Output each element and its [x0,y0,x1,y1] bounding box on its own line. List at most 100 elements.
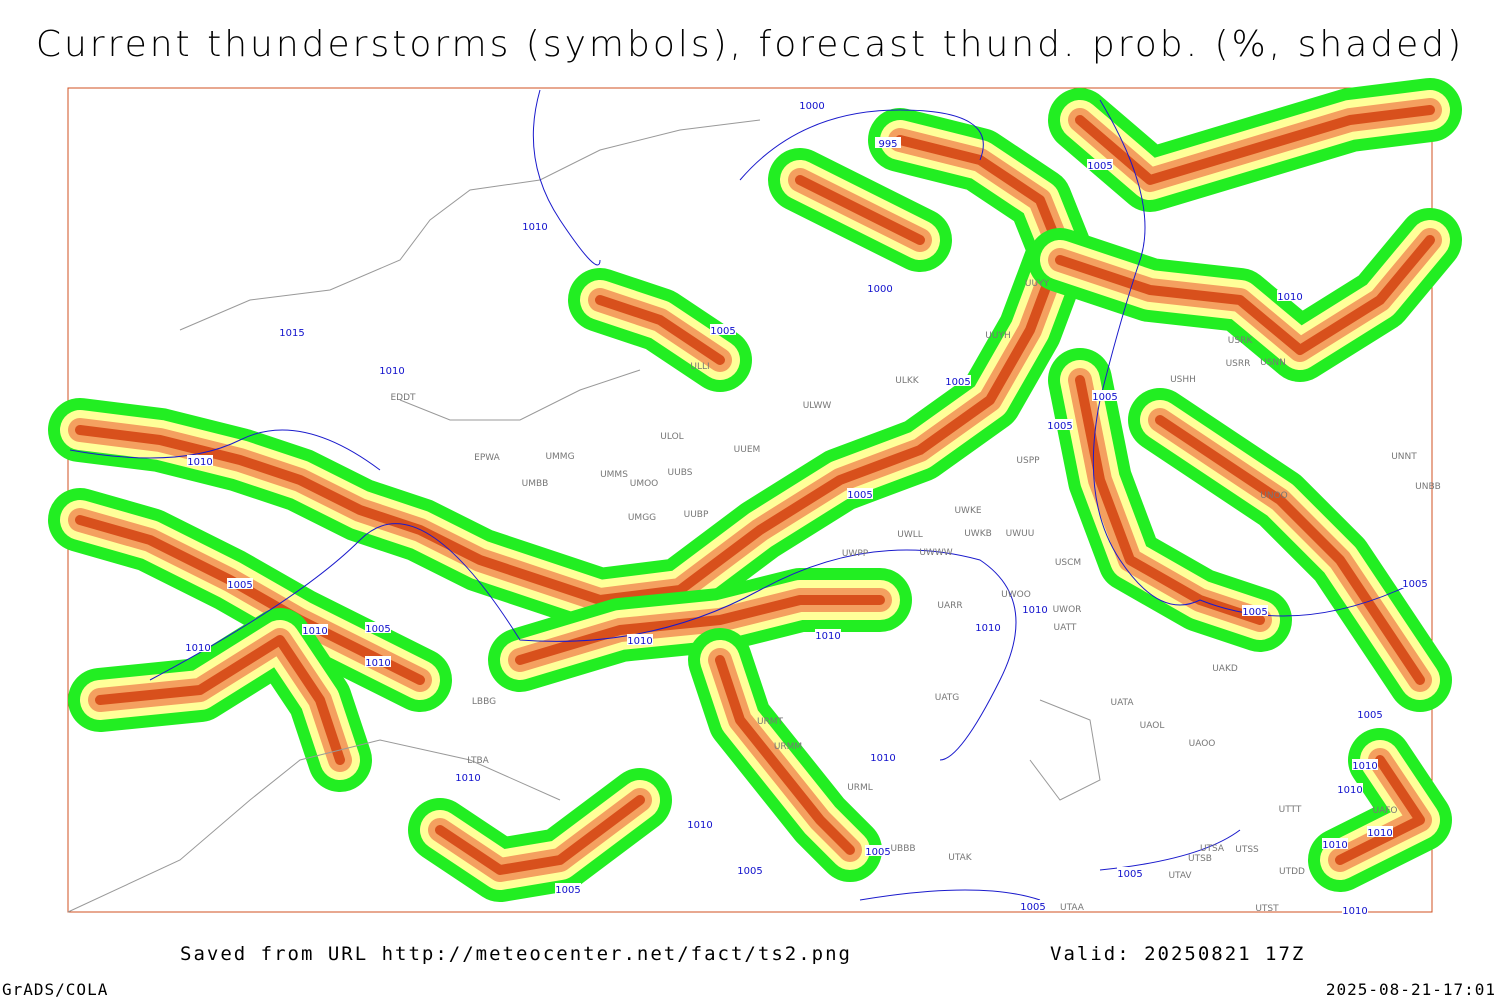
map-title: Current thunderstorms (symbols), forecas… [36,24,1464,65]
station-code: UTSS [1235,845,1259,855]
isobar-label-bg [1322,838,1348,849]
isobar-label-bg [875,137,901,148]
isobar-label-bg [865,845,891,856]
station-code: LBBG [472,697,496,707]
probability-band [1075,105,1435,185]
station-code: UTSA [1200,844,1225,854]
station-code: UMGG [628,513,656,523]
station-code: UWWW [919,548,952,558]
station-code: UTDD [1279,867,1305,877]
isobar-label-bg [1117,867,1143,878]
isobar-label-bg [1352,759,1378,770]
station-code: USCM [1055,558,1081,568]
station-code: UUBP [684,510,709,520]
isobar-label: 1005 [1357,710,1382,721]
probability-band [1055,235,1435,355]
station-code: ULOL [660,432,683,442]
isobar-label-bg [1367,826,1393,837]
station-code: UAFO [1372,806,1397,816]
station-code: UTST [1255,904,1279,914]
isobar-label-bg [455,771,481,782]
isobar-label: 1010 [185,643,210,654]
probability-band [595,295,725,365]
station-code: USNN [1260,358,1286,368]
isobar-label-bg [710,324,736,335]
isobar-label-bg [1087,159,1113,170]
isobar-label-bg [1047,419,1073,430]
isobar-label: 1005 [227,580,252,591]
isobar-label: 1010 [522,222,547,233]
isobar-label: 1005 [847,490,872,501]
isobar-label-bg [867,282,893,293]
station-code: UWLL [897,530,923,540]
isobar-label-bg [1277,290,1303,301]
isobar-label: 1005 [710,326,735,337]
isobar-label-bg [522,220,548,231]
station-code: EDDT [390,393,416,403]
isobar-label-bg [187,455,213,466]
isobar-label-bg [1342,904,1368,915]
isobar-label-bg [737,864,763,875]
isobar-label-bg [1092,390,1118,401]
station-code: USHH [1170,375,1196,385]
station-code: ULKK [895,376,920,386]
coastline [67,119,1101,913]
station-code: USRR [1226,359,1251,369]
station-code: UMMG [545,452,574,462]
isobar [69,89,1421,901]
isobar-label-bg [1022,603,1048,614]
station-code: UTTT [1279,805,1302,815]
station-code: UTAV [1168,871,1192,881]
isobar-label: 1005 [555,885,580,896]
isobar-label: 1015 [279,328,304,339]
station-code: UNNT [1391,452,1417,462]
isobar-label: 1010 [1322,840,1347,851]
map-labels: 1000 995 1005 1010 1000 1005 1015 1010 1005 1010 1… [185,99,1441,917]
probability-band [715,655,855,855]
isobar-label-bg [279,326,305,337]
isobar-label-bg [302,624,328,635]
isobar-label: 1005 [737,866,762,877]
station-code: UWKE [954,506,981,516]
station-code: USPP [1016,456,1040,466]
station-code: UAOL [1140,721,1165,731]
station-code: UMMS [600,470,628,480]
isobar-label-bg [1242,605,1268,616]
station-code: UAOO [1189,739,1216,749]
isobar-label: 1000 [867,284,892,295]
station-code: UBBB [890,844,915,854]
isobar-label-bg [365,656,391,667]
station-code: UWKB [964,529,992,539]
station-code: UMBB [522,479,549,489]
isobar-label: 1010 [455,773,480,784]
isobar-label-bg [365,622,391,633]
station-code: UUEM [734,445,761,455]
probability-shading [48,78,1462,902]
isobar-label: 1010 [1367,828,1392,839]
isobar-label: 1005 [1047,421,1072,432]
probability-band [795,175,925,245]
probability-band [1155,415,1425,685]
isobar-label: 1005 [1092,392,1117,403]
station-code: UUYH [985,331,1010,341]
timestamp: 2025-08-21-17:01 [1326,980,1496,999]
isobar-label: 1010 [815,631,840,642]
isobar-label: 995 [878,139,897,150]
isobar-label-bg [379,364,405,375]
station-code: UATT [1054,623,1077,633]
isobar-label: 1010 [302,626,327,637]
isobar-label: 1010 [870,753,895,764]
isobar-label: 1010 [1337,785,1362,796]
isobar-label: 1005 [1020,902,1045,913]
isobar-label: 1005 [1242,607,1267,618]
isobar-label-bg [185,641,211,652]
isobar-label: 1010 [1352,761,1377,772]
station-code: URMM [774,742,802,752]
station-code: UUYY [1025,279,1050,289]
station-code: UWOO [1001,590,1031,600]
isobar-label: 1010 [1277,292,1302,303]
isobar-label-bg [815,629,841,640]
source-note: Saved from URL http://meteocenter.net/fa… [180,943,852,965]
isobar-label: 1005 [1402,579,1427,590]
